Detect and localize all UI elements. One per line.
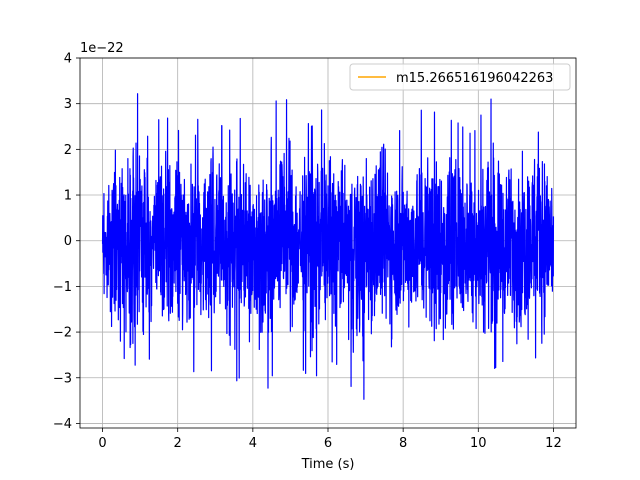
x-tick-label: 6 [324,436,332,451]
legend: m15.266516196042263 [349,63,571,91]
x-axis: 0 2 4 6 8 10 12 [98,428,562,451]
y-tick-label: 4 [64,52,72,67]
legend-label: m15.266516196042263 [396,71,553,86]
y-tick-label: 1 [64,189,72,204]
x-tick-label: 8 [399,436,407,451]
y-tick-label: 3 [64,97,72,112]
x-tick-label: 0 [98,436,106,451]
x-tick-label: 4 [249,436,257,451]
y-tick-label: 2 [64,143,72,158]
legend-box [349,63,571,91]
x-axis-label: Time (s) [301,457,355,472]
y-tick-label: −4 [53,417,72,432]
y-offset-label: 1e−22 [80,41,124,56]
y-tick-label: 0 [64,234,72,249]
x-tick-label: 2 [174,436,182,451]
y-axis: −4 −3 −2 −1 0 1 2 3 4 [53,52,80,432]
y-tick-label: −3 [53,371,72,386]
x-tick-label: 10 [470,436,487,451]
x-tick-label: 12 [545,436,562,451]
series-line-signal [101,93,555,400]
y-tick-label: −2 [53,326,72,341]
series-layer [101,93,555,400]
y-tick-label: −1 [53,280,72,295]
